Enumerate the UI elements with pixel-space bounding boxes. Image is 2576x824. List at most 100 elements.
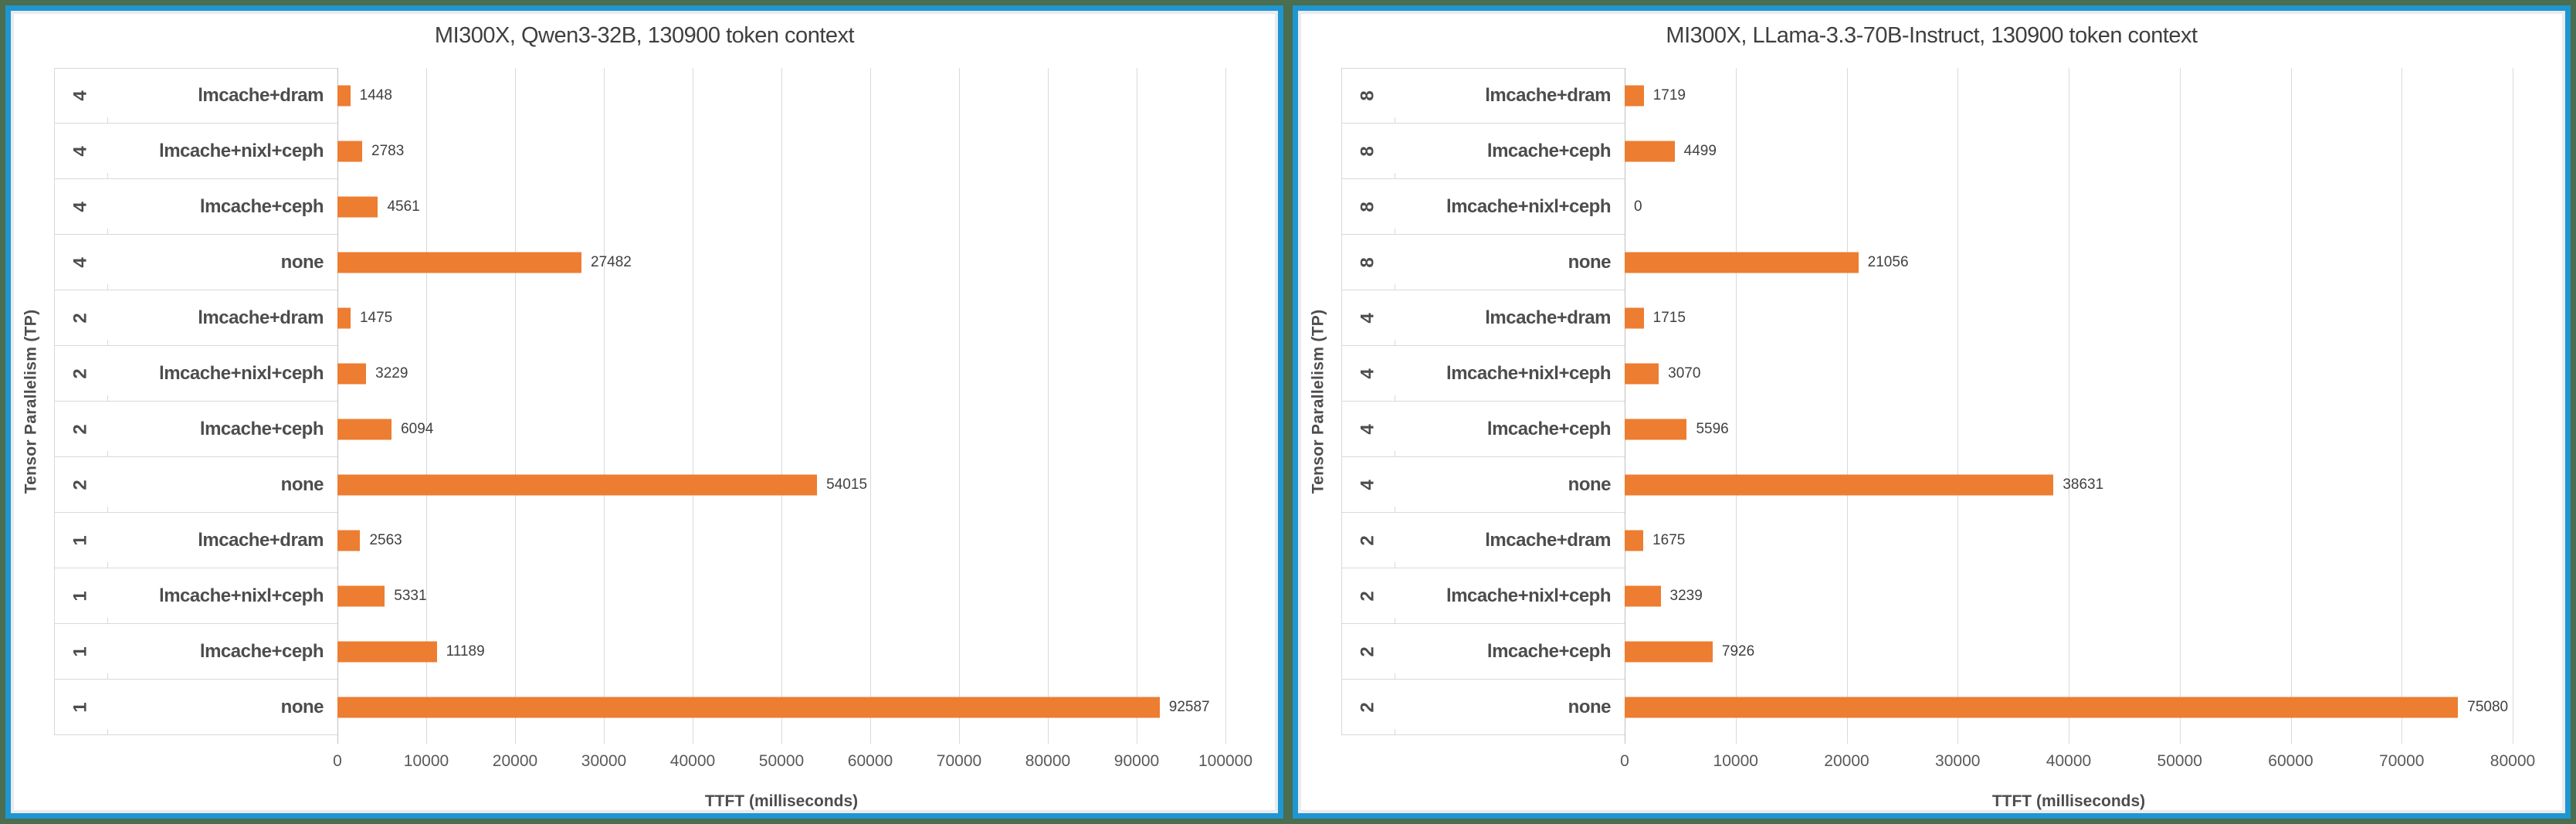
config-label: lmcache+ceph xyxy=(199,195,324,217)
rows-layer: 8 lmcache+dram 1719 8 lmcache+ceph 4499 8 lmcac… xyxy=(1341,68,2513,735)
bar xyxy=(1625,252,1859,273)
category-row: 2 none 54015 xyxy=(54,457,1225,513)
tp-group-label-text: 8 xyxy=(1357,201,1378,212)
y-axis-title-text: Tensor Parallelism (TP) xyxy=(22,309,40,494)
bar-cell: 4561 xyxy=(337,179,1225,235)
tp-group-label-text: 8 xyxy=(1357,90,1378,101)
config-label: none xyxy=(280,251,324,273)
category-row: 4 lmcache+ceph 5596 xyxy=(1341,402,2513,457)
tp-group-label: 2 xyxy=(1342,680,1395,734)
category-row: 2 lmcache+nixl+ceph 3229 xyxy=(54,346,1225,402)
bar-value-label: 54015 xyxy=(826,476,868,493)
category-label-cell: 4 lmcache+ceph xyxy=(54,179,337,235)
category-label-cell: 1 lmcache+dram xyxy=(54,513,337,568)
x-tick-label: 10000 xyxy=(1713,752,1758,770)
x-gridline xyxy=(1735,68,1737,744)
bar-value-label: 3070 xyxy=(1668,365,1701,381)
x-axis-tick-labels: 0 10000 20000 30000 40000 50000 60000 70000 8000… xyxy=(333,752,1252,772)
bar xyxy=(337,585,385,607)
tp-group-label: 4 xyxy=(1342,457,1395,512)
tp-group-label: 8 xyxy=(1342,235,1395,290)
config-label: lmcache+nixl+ceph xyxy=(1446,362,1611,384)
bar xyxy=(1625,641,1713,663)
x-tick-label: 60000 xyxy=(847,752,893,770)
tp-group-label: 2 xyxy=(1342,513,1395,568)
config-label: none xyxy=(1568,696,1612,717)
config-label: lmcache+dram xyxy=(1485,307,1611,328)
x-tick-label: 30000 xyxy=(1935,752,1981,770)
category-row: 1 lmcache+ceph 11189 xyxy=(54,624,1225,680)
bar xyxy=(1625,307,1644,329)
bar-cell: 21056 xyxy=(1625,235,2513,290)
config-label: lmcache+dram xyxy=(198,307,324,328)
bar xyxy=(337,307,351,329)
tp-group-label-text: 4 xyxy=(69,256,91,268)
bar-cell: 3239 xyxy=(1625,568,2513,624)
config-label: lmcache+nixl+ceph xyxy=(1446,585,1611,606)
config-label: lmcache+nixl+ceph xyxy=(1446,195,1611,217)
bar xyxy=(337,252,582,273)
tp-group-label: 8 xyxy=(1342,179,1395,234)
x-gridline xyxy=(515,68,516,744)
bar xyxy=(1625,363,1659,385)
bar-value-label: 1675 xyxy=(1652,532,1686,548)
x-gridline xyxy=(1957,68,1959,744)
tp-group-label: 4 xyxy=(55,235,107,290)
x-gridline xyxy=(2290,68,2292,744)
category-row: 4 lmcache+dram 1715 xyxy=(1341,290,2513,346)
bar-value-label: 2563 xyxy=(369,532,402,548)
tp-group-label: 8 xyxy=(1342,124,1395,178)
bar-cell: 54015 xyxy=(337,457,1225,513)
category-label-cell: 2 none xyxy=(1341,680,1625,735)
config-label: lmcache+ceph xyxy=(1486,418,1612,439)
tp-group-label-text: 8 xyxy=(1357,256,1378,268)
chart-title: MI300X, LLama-3.3-70B-Instruct, 130900 t… xyxy=(1666,23,2198,48)
tp-group-label: 2 xyxy=(55,402,107,456)
x-gridline xyxy=(2179,68,2181,744)
x-gridline xyxy=(426,68,427,744)
bar-value-label: 21056 xyxy=(1867,254,1909,270)
bar-cell: 38631 xyxy=(1625,457,2513,513)
tp-group-label-text: 1 xyxy=(69,590,91,602)
bar-cell: 27482 xyxy=(337,235,1225,290)
x-gridline xyxy=(1225,68,1226,744)
category-row: 2 lmcache+dram 1675 xyxy=(1341,513,2513,568)
bar-cell: 1475 xyxy=(337,290,1225,346)
bar xyxy=(1625,530,1644,551)
category-label-cell: 1 lmcache+nixl+ceph xyxy=(54,568,337,624)
category-row: 2 none 75080 xyxy=(1341,680,2513,735)
tp-group-label: 1 xyxy=(55,513,107,568)
tp-group-label-text: 4 xyxy=(1357,368,1378,379)
bar-value-label: 1448 xyxy=(359,87,392,103)
category-label-cell: 2 lmcache+ceph xyxy=(1341,624,1625,680)
config-label: lmcache+nixl+ceph xyxy=(159,362,324,384)
config-label: none xyxy=(280,473,324,495)
x-tick-label: 40000 xyxy=(2046,752,2092,770)
bar-cell: 75080 xyxy=(1625,680,2513,735)
category-row: 4 lmcache+nixl+ceph 2783 xyxy=(54,124,1225,179)
config-label: lmcache+ceph xyxy=(199,640,324,662)
bar-cell: 5596 xyxy=(1625,402,2513,457)
x-tick-label: 80000 xyxy=(2490,752,2536,770)
category-label-cell: 1 none xyxy=(54,680,337,735)
y-axis-title: Tensor Parallelism (TP) xyxy=(14,68,48,735)
plot-region: 8 lmcache+dram 1719 8 lmcache+ceph 4499 8 lmcac… xyxy=(1341,68,2535,770)
tp-group-label: 1 xyxy=(55,680,107,734)
y-axis-line xyxy=(337,68,338,744)
config-label: lmcache+nixl+ceph xyxy=(159,585,324,606)
plot-region: 4 lmcache+dram 1448 4 lmcache+nixl+ceph 2783 4… xyxy=(54,68,1252,770)
category-label-cell: 2 lmcache+dram xyxy=(54,290,337,346)
tp-group-label: 4 xyxy=(1342,402,1395,456)
bar-cell: 3070 xyxy=(1625,346,2513,402)
tp-group-label-text: 4 xyxy=(1357,312,1378,324)
x-tick-label: 10000 xyxy=(403,752,449,770)
category-label-cell: 4 lmcache+dram xyxy=(1341,290,1625,346)
rows-layer: 4 lmcache+dram 1448 4 lmcache+nixl+ceph 2783 4… xyxy=(54,68,1225,735)
tp-group-label-text: 1 xyxy=(69,701,91,713)
category-label-cell: 1 lmcache+ceph xyxy=(54,624,337,680)
tp-group-label: 2 xyxy=(1342,624,1395,679)
tp-group-label-text: 2 xyxy=(69,423,91,435)
x-gridline xyxy=(604,68,605,744)
category-label-cell: 2 lmcache+nixl+ceph xyxy=(54,346,337,402)
bar-cell: 1715 xyxy=(1625,290,2513,346)
